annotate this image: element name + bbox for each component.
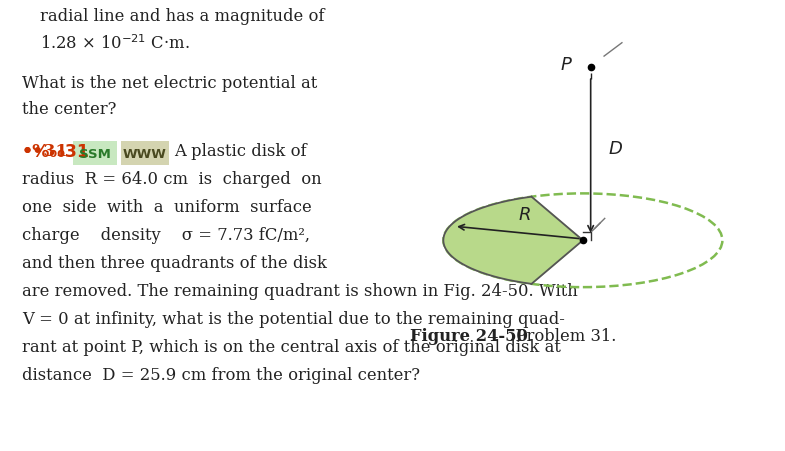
FancyBboxPatch shape [121, 142, 169, 166]
Text: Problem 31.: Problem 31. [505, 327, 616, 344]
Text: rant at point P, which is on the central axis of the original disk at: rant at point P, which is on the central… [22, 338, 560, 355]
Text: charge    density    σ = 7.73 fC/m²,: charge density σ = 7.73 fC/m², [22, 226, 310, 244]
FancyBboxPatch shape [73, 142, 117, 166]
Text: Figure 24-50: Figure 24-50 [410, 327, 528, 344]
Text: the center?: the center? [22, 101, 116, 118]
Polygon shape [444, 197, 582, 284]
Text: distance  D = 25.9 cm from the original center?: distance D = 25.9 cm from the original c… [22, 366, 420, 383]
Text: radius  R = 64.0 cm  is  charged  on: radius R = 64.0 cm is charged on [22, 170, 322, 188]
Text: are removed. The remaining quadrant is shown in Fig. 24-50. With: are removed. The remaining quadrant is s… [22, 282, 578, 299]
Text: WWW: WWW [123, 147, 167, 160]
Text: one  side  with  a  uniform  surface: one side with a uniform surface [22, 198, 312, 216]
Text: A plastic disk of: A plastic disk of [174, 143, 307, 160]
Text: $D$: $D$ [608, 140, 623, 158]
Text: radial line and has a magnitude of: radial line and has a magnitude of [40, 8, 324, 25]
Text: What is the net electric potential at: What is the net electric potential at [22, 75, 317, 92]
Text: 1.28 × 10$^{-21}$ C·m.: 1.28 × 10$^{-21}$ C·m. [40, 34, 190, 53]
Text: V = 0 at infinity, what is the potential due to the remaining quad-: V = 0 at infinity, what is the potential… [22, 310, 565, 327]
Text: $P$: $P$ [560, 56, 572, 74]
Text: and then three quadrants of the disk: and then three quadrants of the disk [22, 254, 327, 272]
Text: SSM: SSM [79, 147, 111, 160]
Text: ••31: ••31 [22, 143, 68, 160]
Text: •‱31: •‱31 [22, 143, 90, 161]
Text: $R$: $R$ [518, 206, 531, 224]
